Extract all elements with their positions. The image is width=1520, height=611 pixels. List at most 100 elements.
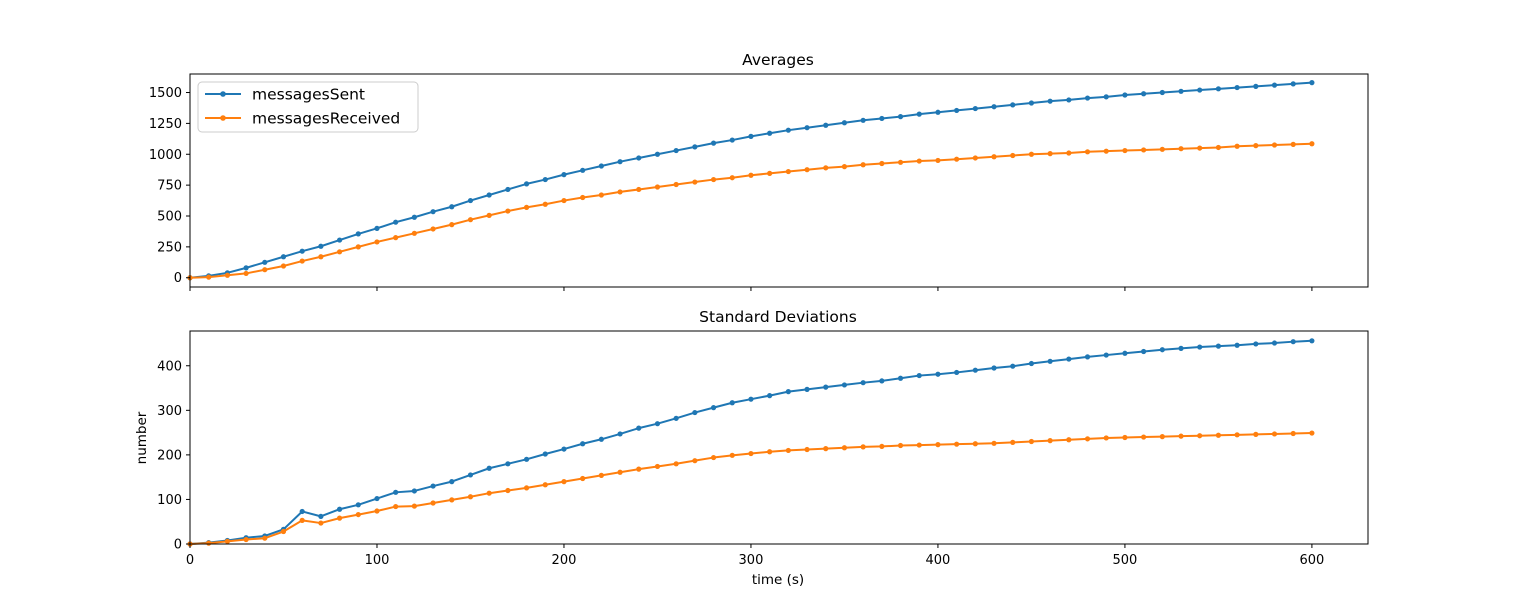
- data-point: [916, 158, 922, 164]
- data-point: [523, 204, 530, 210]
- data-point: [355, 502, 361, 508]
- data-point: [785, 168, 791, 175]
- data-point: [580, 194, 586, 201]
- data-point: [430, 483, 436, 489]
- data-point: [823, 446, 829, 452]
- data-point: [972, 441, 978, 447]
- data-point: [374, 239, 380, 245]
- data-point: [804, 125, 810, 131]
- data-point: [411, 214, 417, 220]
- data-point: [1084, 354, 1091, 360]
- y-tick-label: 100: [157, 493, 182, 508]
- data-point: [1309, 141, 1315, 147]
- data-point: [1178, 146, 1184, 152]
- data-point: [804, 167, 810, 173]
- data-point: [598, 436, 604, 442]
- data-point: [1309, 430, 1315, 436]
- data-point: [1084, 149, 1091, 155]
- data-point: [1234, 84, 1240, 91]
- data-point: [954, 156, 960, 162]
- data-point: [654, 463, 661, 470]
- data-point: [954, 441, 960, 447]
- data-point: [748, 133, 754, 139]
- data-point: [299, 248, 305, 254]
- data-point: [505, 186, 511, 193]
- y-axis-label: number: [134, 411, 150, 464]
- data-point: [673, 415, 679, 421]
- data-point: [1103, 435, 1109, 441]
- data-point: [374, 508, 380, 514]
- data-point: [954, 369, 960, 376]
- averages-panel: Averages 0 250 500 750 1000 1250 1500 messages…: [149, 51, 1369, 291]
- data-point: [449, 204, 455, 210]
- data-point: [991, 365, 997, 371]
- data-point: [542, 201, 548, 207]
- data-point: [280, 528, 287, 535]
- data-point: [935, 442, 941, 448]
- data-point: [411, 488, 417, 494]
- y-tick-label: 750: [157, 179, 182, 194]
- data-point: [1047, 151, 1053, 157]
- data-point: [243, 270, 249, 277]
- data-point: [430, 209, 436, 215]
- data-point: [860, 117, 866, 123]
- data-point: [355, 511, 361, 518]
- data-point: [748, 396, 754, 402]
- data-point: [1215, 144, 1222, 151]
- data-point: [1103, 94, 1109, 100]
- data-point: [206, 540, 212, 546]
- data-point: [748, 172, 754, 178]
- data-point: [617, 431, 623, 437]
- data-point: [1103, 148, 1109, 154]
- data-point: [1028, 360, 1035, 367]
- data-point: [785, 127, 791, 133]
- data-point: [1290, 430, 1296, 437]
- data-point: [598, 192, 604, 198]
- data-point: [224, 272, 230, 278]
- data-point: [318, 243, 324, 249]
- data-point: [1215, 86, 1222, 92]
- y-tick-label: 200: [157, 448, 182, 463]
- data-point: [804, 386, 810, 392]
- data-point: [1234, 432, 1240, 438]
- data-point: [1253, 341, 1259, 347]
- data-point: [617, 189, 623, 195]
- data-point: [692, 458, 698, 464]
- data-point: [673, 147, 679, 154]
- data-point: [336, 506, 343, 512]
- averages-title: Averages: [742, 51, 814, 69]
- data-point: [467, 217, 474, 223]
- data-point: [636, 466, 642, 472]
- legend: messagesSent messagesReceived: [197, 81, 419, 133]
- data-point: [243, 265, 249, 271]
- data-point: [1066, 356, 1072, 362]
- data-point: [580, 475, 586, 482]
- data-point: [393, 219, 399, 225]
- data-point: [972, 155, 978, 161]
- data-point: [523, 456, 530, 462]
- data-point: [393, 235, 399, 241]
- data-point: [1047, 98, 1053, 104]
- y-tick-label: 1000: [149, 148, 182, 163]
- data-point: [1290, 141, 1296, 147]
- data-point: [449, 222, 455, 228]
- x-tick-label: 600: [1299, 553, 1324, 568]
- data-point: [767, 393, 773, 399]
- data-point: [374, 495, 380, 502]
- data-point: [355, 231, 361, 237]
- y-tick-label: 0: [174, 538, 182, 553]
- data-point: [710, 140, 717, 146]
- data-point: [1028, 100, 1035, 106]
- data-point: [972, 367, 978, 373]
- data-point: [1159, 347, 1165, 353]
- data-point: [1197, 344, 1203, 350]
- data-point: [318, 254, 324, 260]
- data-point: [991, 154, 997, 160]
- data-point: [729, 400, 735, 406]
- data-point: [1253, 431, 1259, 437]
- data-point: [1271, 340, 1278, 346]
- data-point: [767, 449, 773, 455]
- data-point: [505, 487, 511, 494]
- data-point: [1010, 363, 1016, 369]
- data-point: [692, 144, 698, 150]
